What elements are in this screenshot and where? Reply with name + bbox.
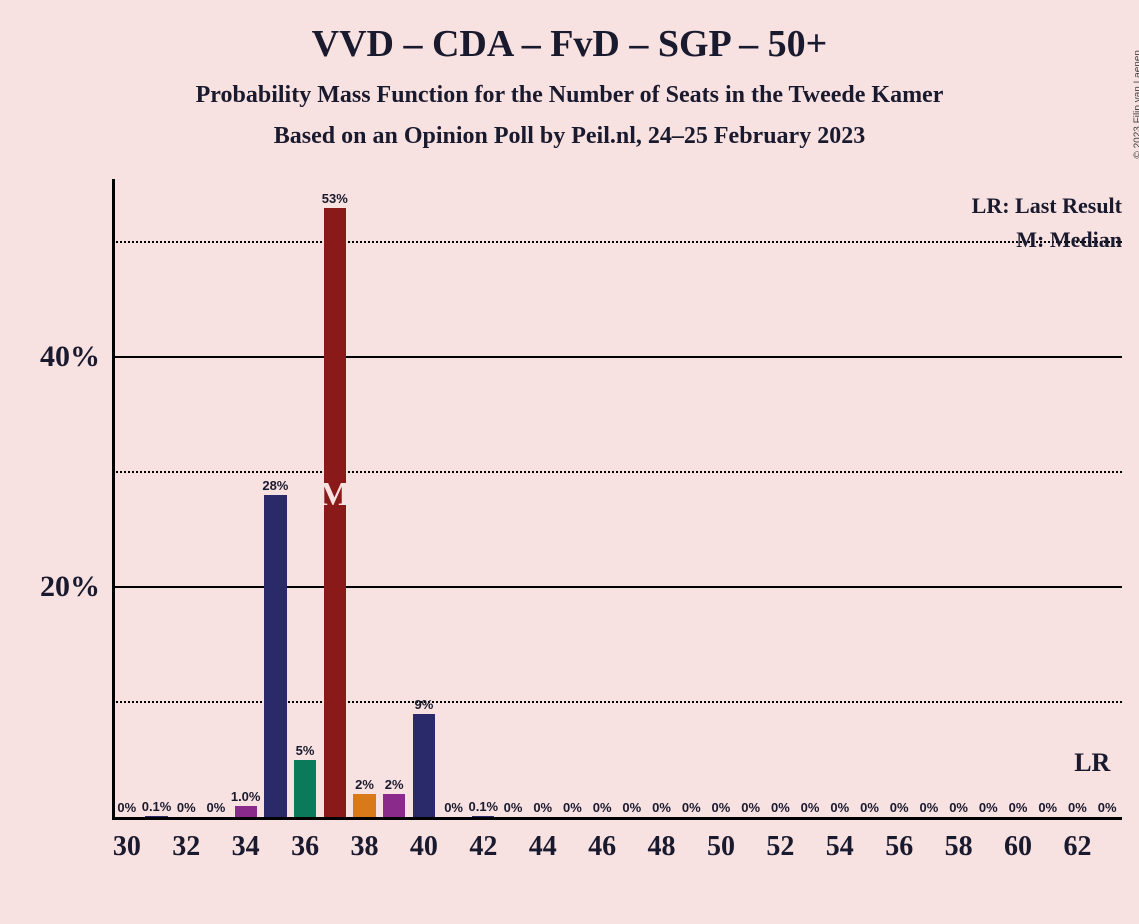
bar-value-label: 0% [444, 800, 463, 815]
chart-subtitle-1: Probability Mass Function for the Number… [0, 82, 1139, 109]
gridline-minor [112, 471, 1122, 473]
bar: 0.1% [145, 816, 167, 817]
x-tick-label: 62 [1063, 831, 1091, 863]
bar-value-label: 0% [830, 800, 849, 815]
gridline-major [112, 356, 1122, 358]
x-tick-label: 36 [291, 831, 319, 863]
x-tick-label: 44 [529, 831, 557, 863]
bar-value-label: 0% [712, 800, 731, 815]
bar: 9% [413, 714, 435, 817]
chart-title: VVD – CDA – FvD – SGP – 50+ [0, 0, 1139, 66]
chart-subtitle-2: Based on an Opinion Poll by Peil.nl, 24–… [0, 123, 1139, 150]
bar-value-label: 2% [355, 777, 374, 792]
y-tick-label: 40% [40, 340, 100, 374]
x-tick-label: 38 [351, 831, 379, 863]
y-axis [112, 179, 115, 817]
pmf-bar-chart: 20%40%3032343638404244464850525456586062… [112, 185, 1122, 817]
x-tick-label: 52 [766, 831, 794, 863]
bar-value-label: 53% [322, 191, 348, 206]
bar-value-label: 0% [801, 800, 820, 815]
bar-value-label: 0% [177, 800, 196, 815]
bar-value-label: 0% [1038, 800, 1057, 815]
bar-value-label: 0% [1068, 800, 1087, 815]
x-tick-label: 40 [410, 831, 438, 863]
bar: 28% [264, 495, 286, 817]
bar-value-label: 0% [860, 800, 879, 815]
copyright-text: © 2023 Filip van Laenen [1133, 50, 1139, 159]
y-tick-label: 20% [40, 570, 100, 604]
bar-value-label: 0% [1009, 800, 1028, 815]
bar: 2% [383, 794, 405, 817]
median-marker: M [319, 476, 351, 514]
gridline-minor [112, 241, 1122, 243]
bar-value-label: 0% [563, 800, 582, 815]
bar-value-label: 0% [1098, 800, 1117, 815]
x-tick-label: 58 [945, 831, 973, 863]
bar-value-label: 9% [414, 697, 433, 712]
bar-value-label: 0% [919, 800, 938, 815]
bar-value-label: 5% [296, 743, 315, 758]
x-tick-label: 54 [826, 831, 854, 863]
bar-value-label: 0% [771, 800, 790, 815]
x-tick-label: 30 [113, 831, 141, 863]
bar-value-label: 0% [207, 800, 226, 815]
bar-value-label: 2% [385, 777, 404, 792]
bar-value-label: 0% [117, 800, 136, 815]
bar-value-label: 0% [741, 800, 760, 815]
bar: 1.0% [235, 806, 257, 817]
bar-value-label: 28% [262, 478, 288, 493]
bar-value-label: 0% [652, 800, 671, 815]
bar: 5% [294, 760, 316, 817]
bar-value-label: 0% [890, 800, 909, 815]
x-tick-label: 42 [469, 831, 497, 863]
bar-value-label: 0.1% [468, 799, 498, 814]
bar-value-label: 0% [533, 800, 552, 815]
x-tick-label: 34 [232, 831, 260, 863]
bar-value-label: 0% [949, 800, 968, 815]
x-axis [112, 817, 1122, 820]
bar-value-label: 0% [682, 800, 701, 815]
x-tick-label: 32 [172, 831, 200, 863]
last-result-marker: LR [1074, 748, 1110, 778]
x-tick-label: 56 [885, 831, 913, 863]
bar-value-label: 0% [622, 800, 641, 815]
bar-value-label: 0.1% [142, 799, 172, 814]
x-tick-label: 60 [1004, 831, 1032, 863]
x-tick-label: 50 [707, 831, 735, 863]
bar-value-label: 0% [504, 800, 523, 815]
x-tick-label: 48 [648, 831, 676, 863]
bar: 2% [353, 794, 375, 817]
legend-median: M: Median [1016, 227, 1122, 253]
bar-value-label: 0% [979, 800, 998, 815]
x-tick-label: 46 [588, 831, 616, 863]
legend-last-result: LR: Last Result [972, 193, 1122, 219]
bar: 0.1% [472, 816, 494, 817]
bar-value-label: 1.0% [231, 789, 261, 804]
bar-value-label: 0% [593, 800, 612, 815]
